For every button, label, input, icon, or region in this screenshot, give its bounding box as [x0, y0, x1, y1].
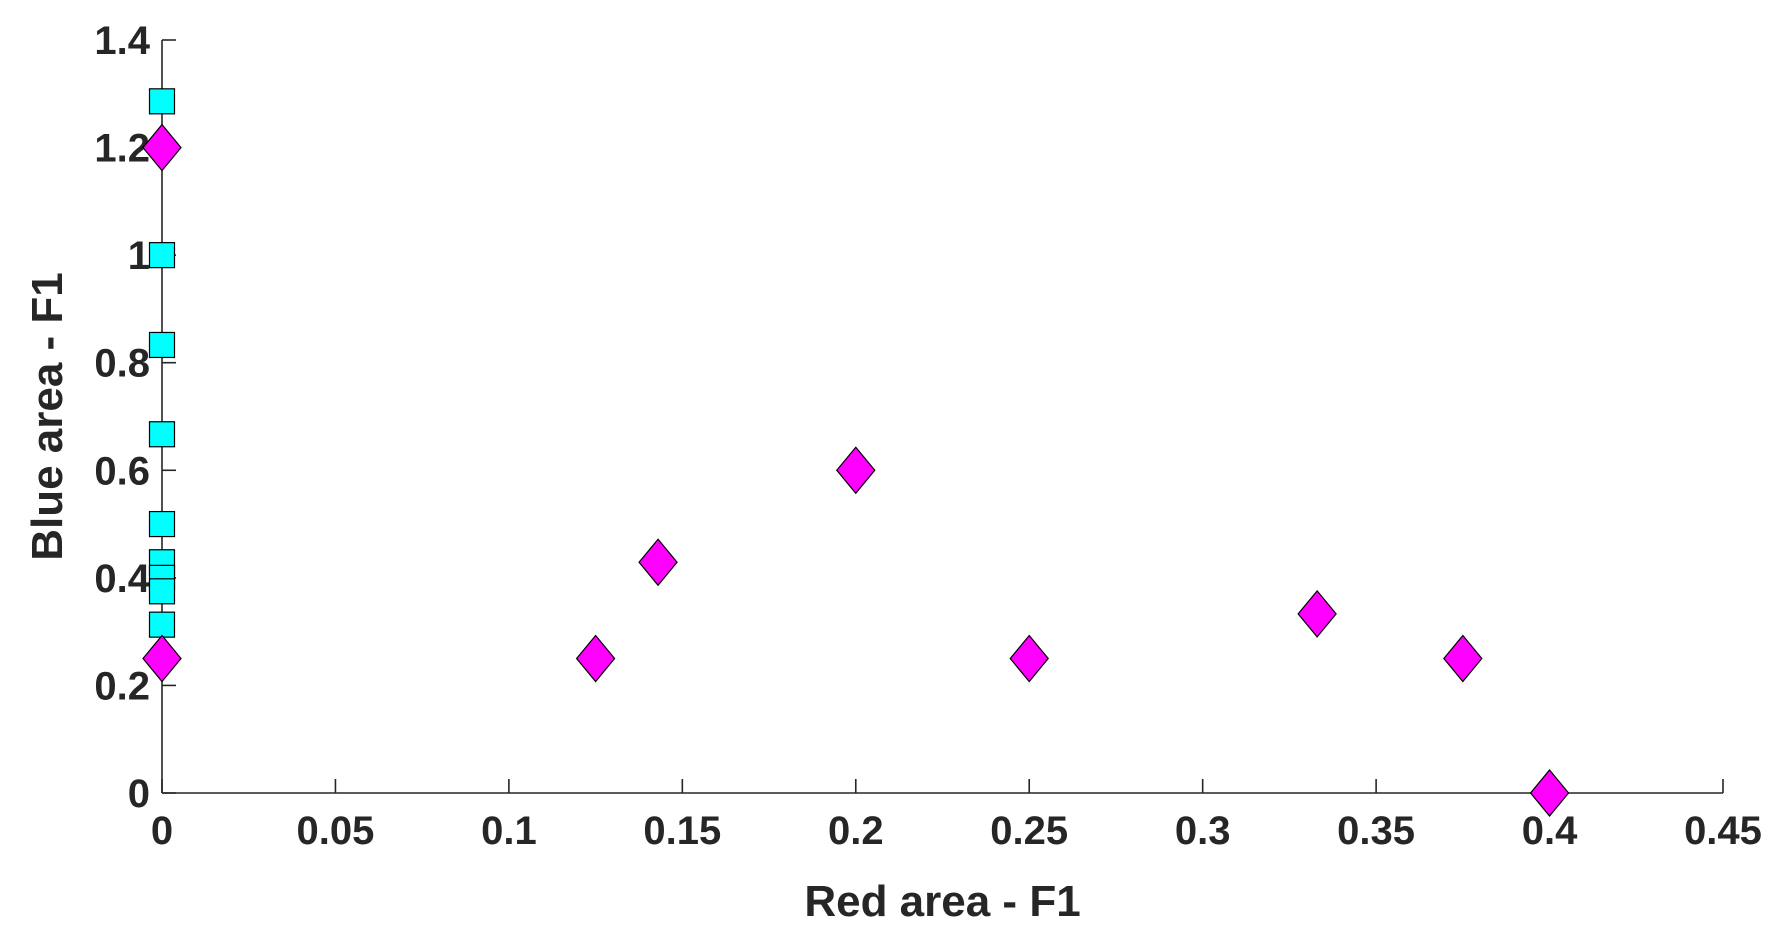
square-marker: [148, 331, 176, 359]
diamond-marker: [835, 446, 876, 495]
x-axis-title: Red area - F1: [804, 877, 1080, 926]
diamond-marker: [142, 123, 182, 172]
y-tick-label: 0.6: [94, 449, 150, 493]
y-tick-label: 1.2: [94, 127, 150, 171]
x-tick-label: 0.45: [1684, 809, 1762, 853]
square-marker: [148, 88, 176, 115]
x-ticks: 0 0.05 0.1 0.15 0.2 0.25 0.3 0.35 0.4 0.45: [151, 779, 1762, 853]
diamond-marker: [1297, 589, 1337, 638]
diamond-marker: [1009, 634, 1050, 683]
diamond-marker: [638, 538, 678, 587]
x-tick-label: 0.15: [643, 809, 721, 853]
y-tick-label: 0.2: [94, 664, 150, 708]
diamond-marker: [1443, 634, 1483, 683]
y-tick-label: 0.8: [94, 342, 150, 386]
x-tick-label: 0: [151, 809, 173, 853]
square-marker: [148, 578, 176, 605]
y-tick-label: 0.4: [94, 557, 150, 601]
square-marker: [148, 510, 176, 538]
square-marker: [148, 421, 176, 448]
diamond-marker: [142, 634, 182, 683]
diamond-marker: [1529, 769, 1570, 817]
square-marker: [148, 242, 176, 269]
x-tick-label: 0.2: [828, 809, 884, 853]
x-tick-label: 0.25: [990, 809, 1068, 853]
x-tick-label: 0.1: [481, 809, 537, 853]
y-tick-label: 1: [128, 234, 150, 278]
diamond-marker: [575, 634, 616, 683]
square-marker: [148, 611, 176, 638]
x-tick-label: 0.35: [1337, 809, 1415, 853]
y-ticks: 0 0.2 0.4 0.6 0.8 1 1.2 1.4: [94, 19, 176, 816]
y-tick-label: 0: [128, 772, 150, 816]
axes: 0 0.05 0.1 0.15 0.2 0.25 0.3 0.35 0.4 0.45 0 0.2 0.…: [94, 19, 1762, 853]
x-tick-label: 0.3: [1175, 809, 1231, 853]
markers: [142, 88, 1570, 817]
y-tick-label: 1.4: [94, 19, 150, 63]
x-tick-label: 0.05: [297, 809, 375, 853]
y-axis-title: Blue area - F1: [23, 272, 72, 561]
